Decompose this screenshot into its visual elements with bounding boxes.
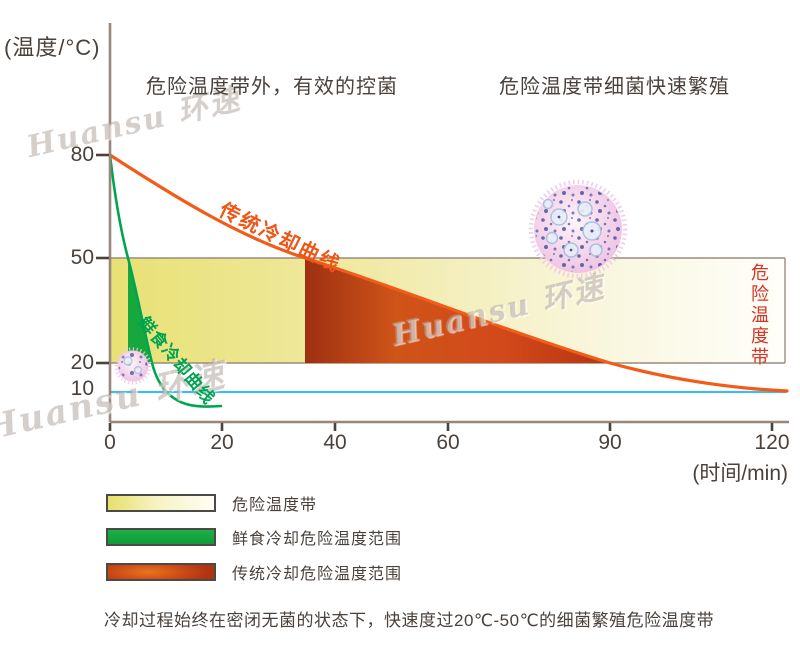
caption-text: 冷却过程始终在密闭无菌的状态下，快速度过20℃-50℃的细菌繁殖危险温度带 [104,611,715,630]
x-tick-label-90: 90 [598,431,622,454]
bacteria-vesicle-dots [557,215,594,252]
x-tick-label-60: 60 [436,431,460,454]
legend-item-danger-band: 危险温度带 [106,491,317,515]
legend-swatch-fresh-cooling [106,528,216,546]
annotation-danger-zone: 危险温度带细菌快速繁殖 [499,76,730,98]
bacteria-cluster-small [114,347,152,385]
danger-band-label: 危险温度带 [749,263,769,368]
legend-swatch-danger-band [106,494,216,512]
chart-canvas [96,23,789,431]
annotation-safe-zone: 危险温度带外，有效的控菌 [146,76,398,98]
x-tick-label-20: 20 [210,431,234,454]
y-tick-label-20: 20 [70,351,94,374]
x-tick-label-120: 120 [754,431,790,454]
legend-swatch-traditional-cooling [106,563,216,581]
y-axis-title: (温度/°C) [4,35,101,60]
bacteria-vesicles [542,198,603,258]
traditional-cooling-curve [108,153,789,393]
x-tick-label-0: 0 [104,431,116,454]
legend-label: 危险温度带 [232,497,318,514]
y-axis-ticks [96,153,109,365]
legend-label: 传统冷却危险温度范围 [232,566,403,583]
x-axis-ticks [108,423,774,431]
legend-label: 鲜食冷却危险温度范围 [232,531,403,548]
y-tick-label-10: 10 [70,377,94,400]
bacteria-cluster-large [528,179,628,279]
x-axis-title: (时间/min) [692,462,788,485]
x-tick-label-40: 40 [323,431,347,454]
y-tick-label-80: 80 [70,143,94,166]
y-tick-label-50: 50 [70,246,94,269]
legend-item-fresh-cooling: 鲜食冷却危险温度范围 [106,525,402,549]
fresh-cooling-curve [108,153,223,408]
legend-item-traditional-cooling: 传统冷却危险温度范围 [106,560,402,584]
